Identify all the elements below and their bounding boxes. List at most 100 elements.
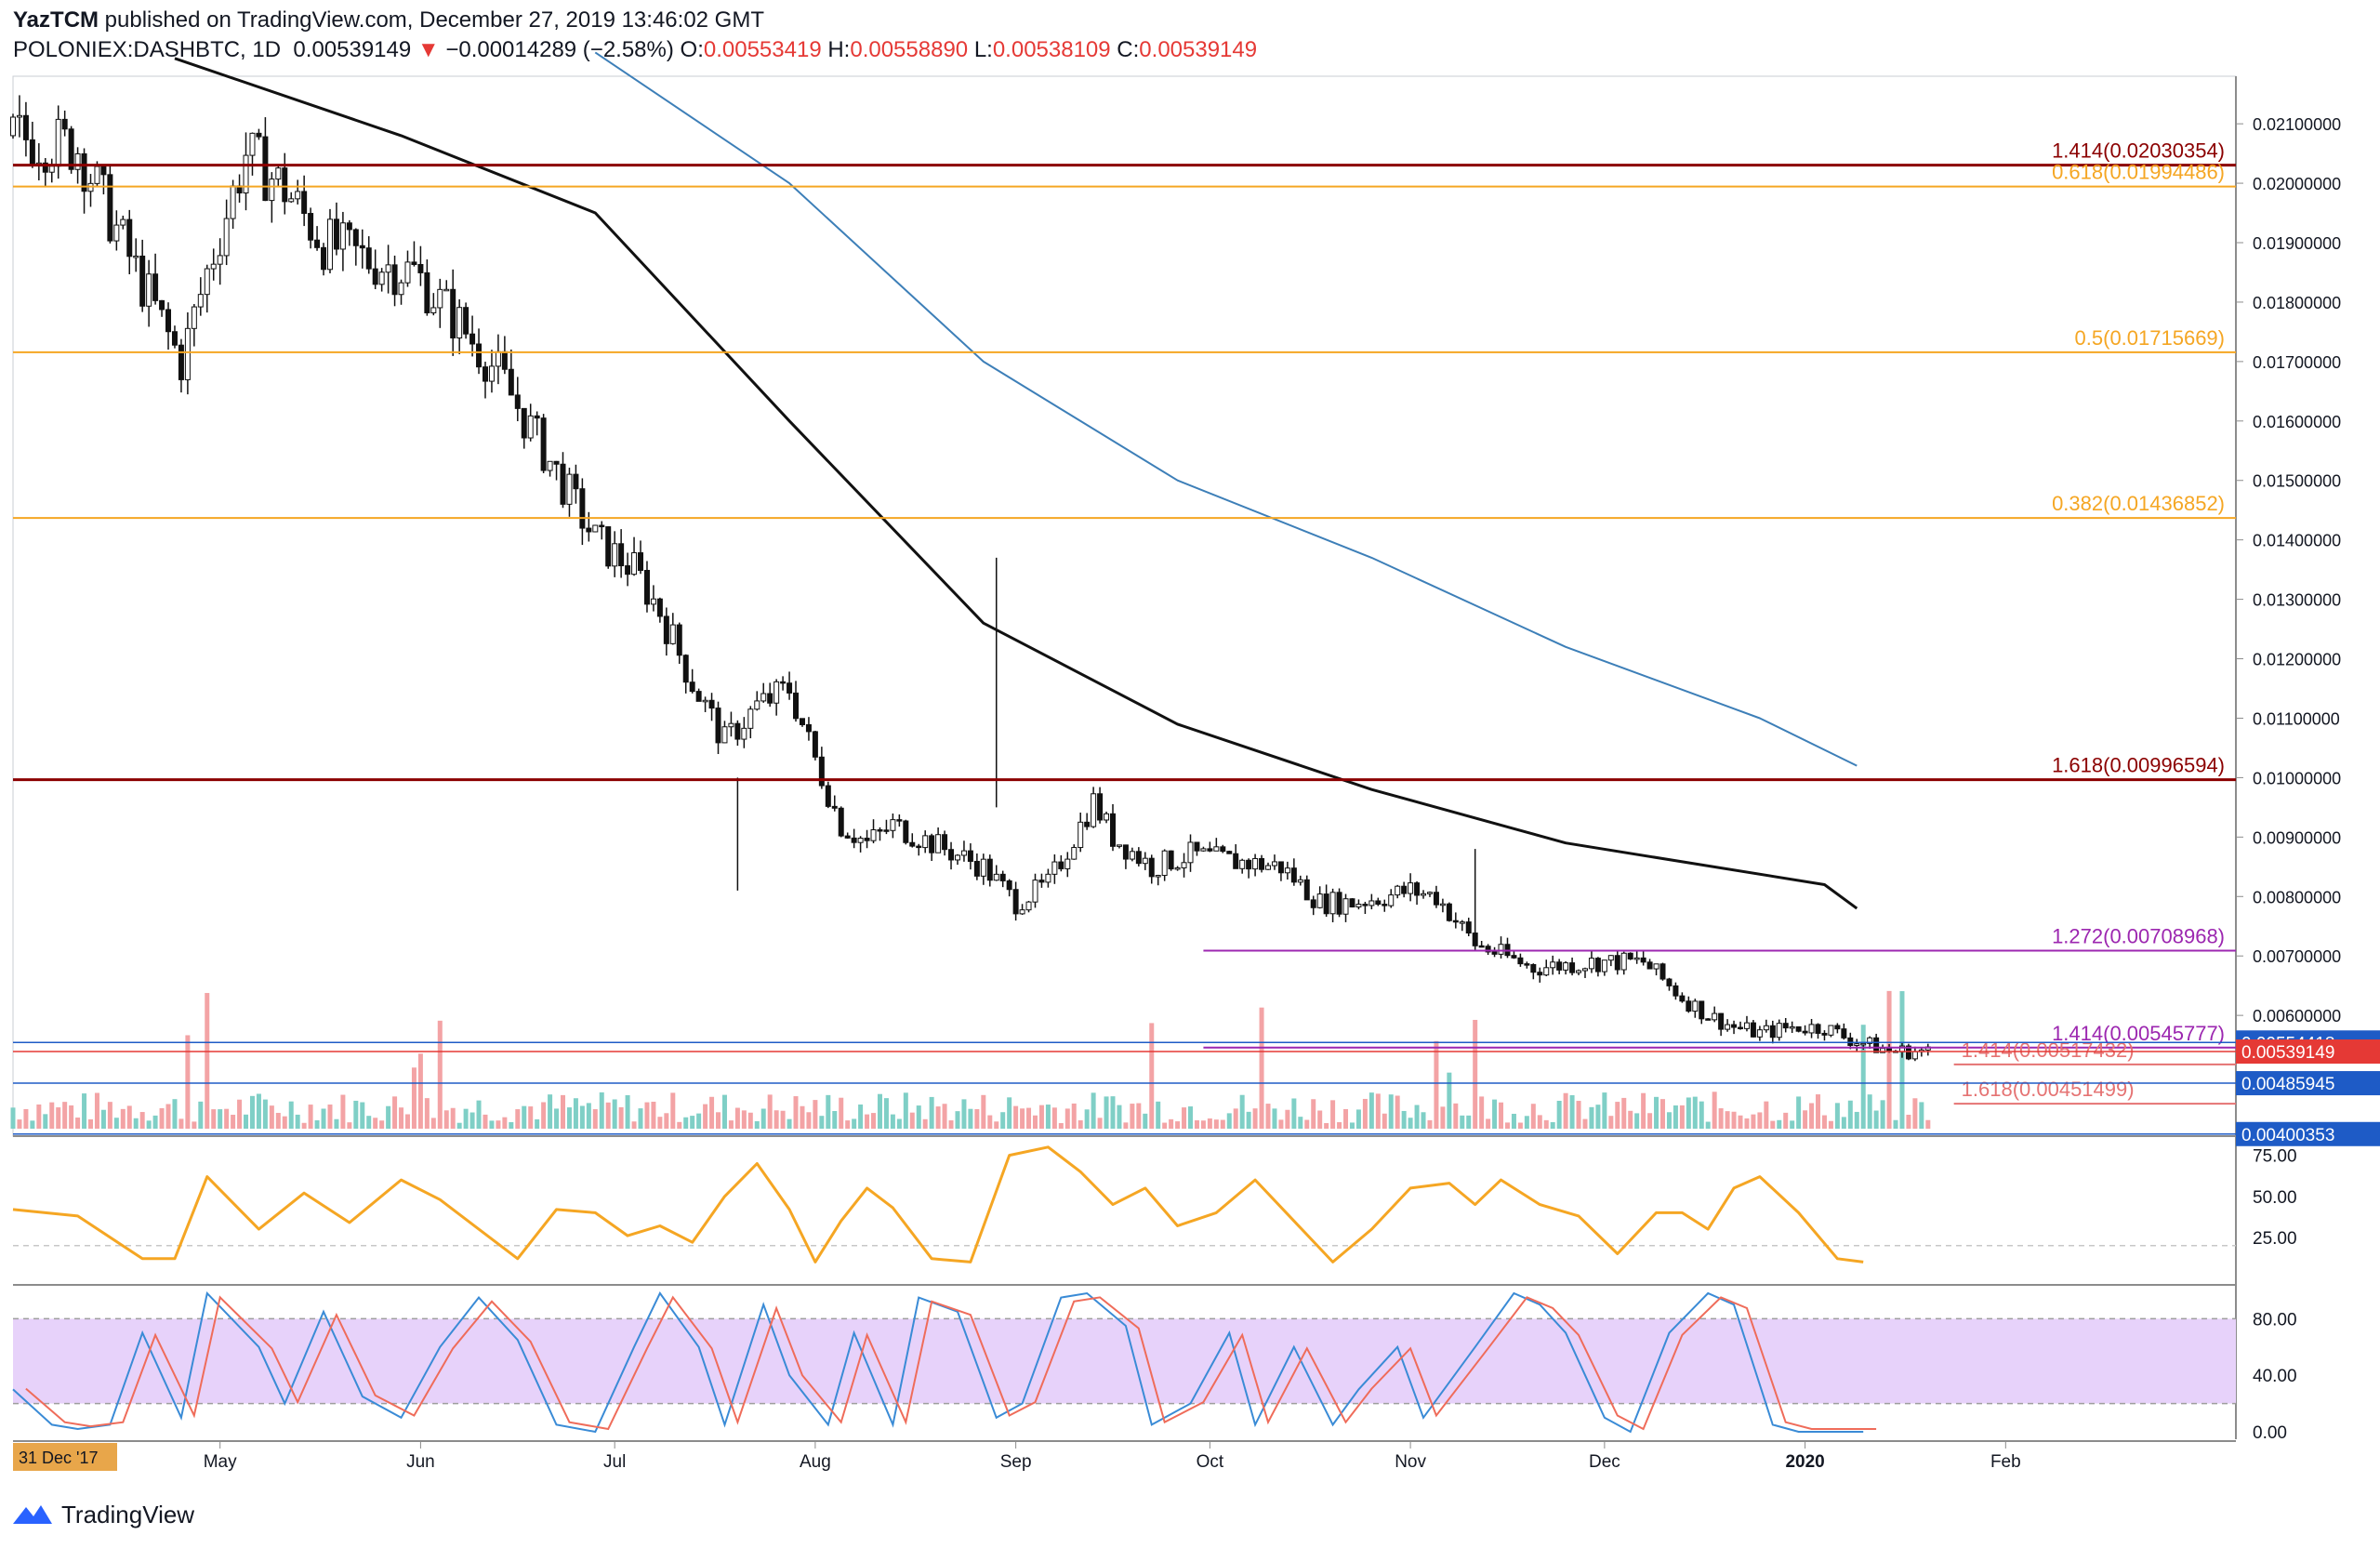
candle-body (1181, 862, 1187, 868)
candle-body (825, 785, 831, 807)
volume-bar (1699, 1101, 1704, 1129)
time-tick-label: Dec (1589, 1452, 1620, 1472)
volume-bar (185, 1035, 191, 1129)
volume-bar (301, 1122, 307, 1129)
candle-body (1194, 841, 1200, 852)
volume-bar (1324, 1122, 1329, 1129)
volume-bar (1064, 1108, 1070, 1129)
volume-bar (1311, 1099, 1316, 1129)
volume-bar (1194, 1119, 1199, 1129)
volume-bar (1725, 1111, 1730, 1129)
candle-body (1142, 857, 1148, 865)
fib-level-label: 0.618(0.01994486) (2052, 161, 2225, 184)
author-name[interactable]: YazTCM (13, 7, 99, 33)
candle-body (986, 858, 993, 881)
candle-body (1601, 959, 1607, 972)
volume-bar (1272, 1108, 1277, 1129)
candle-body (831, 805, 838, 809)
volume-bar (437, 1020, 443, 1129)
candle-body (1110, 813, 1116, 847)
candle-body (916, 845, 922, 849)
volume-bar (399, 1107, 404, 1129)
high-value: 0.00558890 (850, 37, 969, 62)
volume-bar (780, 1110, 786, 1129)
candle-body (146, 273, 152, 307)
candle-body (1019, 909, 1025, 915)
volume-bar (231, 1115, 236, 1129)
volume-bar (1091, 1092, 1096, 1129)
stoch-tick-label: 40.00 (2253, 1367, 2297, 1386)
volume-bar (1796, 1096, 1802, 1129)
candle-body (1342, 898, 1349, 915)
price-badge-label: 0.00485945 (2241, 1075, 2334, 1094)
candle-body (1012, 889, 1019, 915)
volume-bar (1156, 1101, 1161, 1129)
volume-bar (1738, 1115, 1743, 1129)
candle-body (1426, 892, 1433, 894)
candle-body (1414, 882, 1421, 896)
candle-body (1045, 873, 1051, 883)
candle-body (1543, 967, 1550, 976)
volume-bar (787, 1118, 792, 1129)
volume-bar (192, 1121, 197, 1129)
volume-bar (826, 1094, 831, 1129)
candle-body (1355, 904, 1362, 908)
price-tick-label: 0.00600000 (2253, 1007, 2341, 1025)
candle-body (230, 185, 236, 219)
volume-bar (774, 1110, 779, 1129)
moving-average-black (174, 57, 1858, 910)
candle-body (249, 132, 256, 156)
volume-bar (561, 1094, 565, 1129)
tradingview-brand[interactable]: TradingView (61, 1500, 195, 1528)
volume-bar (1899, 991, 1905, 1129)
candle-body (133, 255, 139, 258)
candle-body (339, 222, 346, 250)
candle-body (210, 263, 217, 270)
candle-body (314, 239, 321, 248)
volume-bar (638, 1108, 643, 1129)
volume-bar (1058, 1122, 1064, 1129)
volume-bar (1259, 1007, 1264, 1129)
stoch-band (13, 1318, 2236, 1404)
candle-body (359, 245, 365, 249)
volume-bar (968, 1108, 973, 1129)
price-badge (2236, 1071, 2380, 1096)
volume-bar (760, 1108, 766, 1129)
candle-body (793, 692, 800, 720)
volume-bar (1453, 1103, 1459, 1129)
volume-bar (1401, 1110, 1407, 1129)
rsi-line (12, 1145, 1864, 1264)
volume-bar (88, 1118, 94, 1129)
volume-bar (1563, 1092, 1568, 1129)
volume-bar (1123, 1122, 1129, 1129)
candle-body (1097, 793, 1104, 821)
candle-body (818, 756, 825, 787)
volume-bar (573, 1098, 578, 1129)
volume-bar (806, 1112, 812, 1129)
volume-bar (288, 1101, 294, 1129)
candle-body (805, 723, 812, 733)
candle-body (1550, 961, 1556, 969)
volume-bar (1207, 1118, 1212, 1129)
volume-bar (443, 1110, 449, 1129)
time-start-label: 31 Dec '17 (19, 1449, 99, 1467)
candle-body (391, 264, 398, 296)
candle-body (61, 118, 68, 130)
candle-body (1239, 859, 1246, 869)
candle-body (1692, 1000, 1699, 1012)
volume-bar (269, 1105, 274, 1129)
volume-bar (249, 1095, 255, 1129)
volume-bar (1731, 1111, 1737, 1129)
candle-body (890, 819, 896, 831)
volume-bar (955, 1111, 960, 1129)
candle-body (352, 229, 359, 246)
time-tick-label: Jun (406, 1452, 435, 1472)
candle-body (903, 820, 909, 843)
candle-body (1129, 851, 1135, 860)
candle-body (967, 850, 973, 862)
candle-body (669, 624, 676, 644)
candle-body (1627, 952, 1633, 959)
price-tick-label: 0.01000000 (2253, 769, 2341, 787)
candle-body (1640, 957, 1646, 963)
